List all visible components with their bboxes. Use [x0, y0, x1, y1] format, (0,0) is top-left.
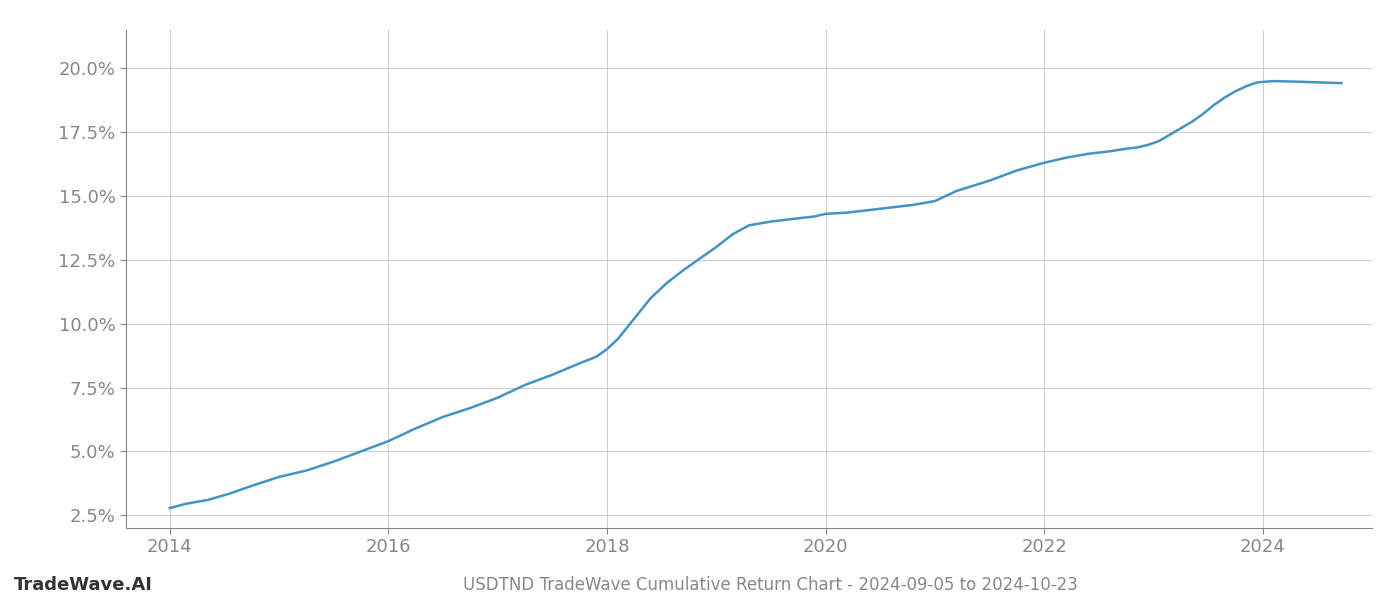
Text: USDTND TradeWave Cumulative Return Chart - 2024-09-05 to 2024-10-23: USDTND TradeWave Cumulative Return Chart…: [462, 576, 1078, 594]
Text: TradeWave.AI: TradeWave.AI: [14, 576, 153, 594]
